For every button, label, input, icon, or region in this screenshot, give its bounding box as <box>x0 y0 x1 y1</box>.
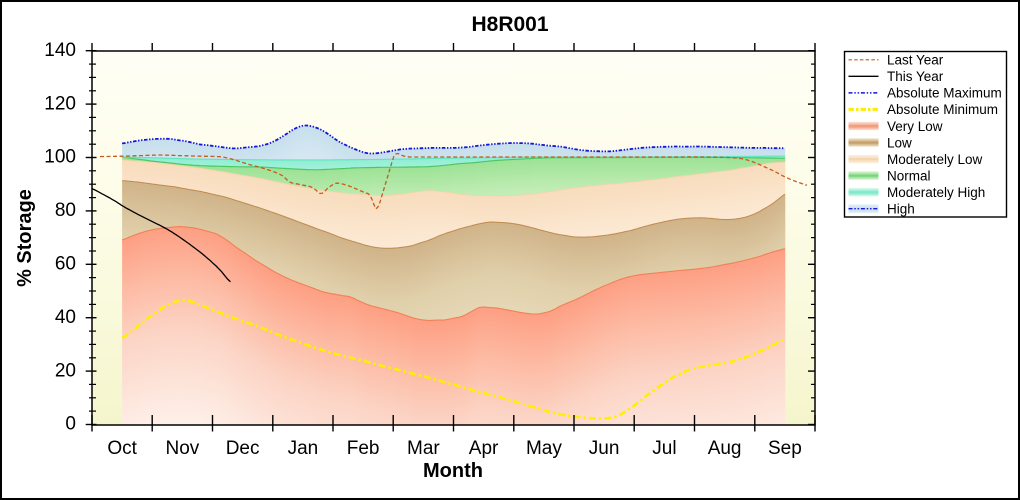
svg-text:40: 40 <box>55 307 76 328</box>
svg-text:100: 100 <box>44 147 76 168</box>
svg-text:May: May <box>526 438 562 459</box>
svg-text:Aug: Aug <box>708 438 742 459</box>
svg-text:Nov: Nov <box>166 438 200 459</box>
svg-text:20: 20 <box>55 360 76 381</box>
svg-text:Mar: Mar <box>407 438 440 459</box>
svg-text:Low: Low <box>887 135 912 150</box>
svg-text:Moderately High: Moderately High <box>887 185 985 200</box>
svg-text:Apr: Apr <box>469 438 499 459</box>
svg-text:High: High <box>887 202 915 217</box>
svg-text:0: 0 <box>65 414 76 435</box>
svg-text:120: 120 <box>44 93 76 114</box>
svg-text:Jul: Jul <box>652 438 676 459</box>
svg-text:Oct: Oct <box>107 438 137 459</box>
svg-text:60: 60 <box>55 254 76 275</box>
svg-text:Dec: Dec <box>226 438 260 459</box>
svg-text:Absolute Maximum: Absolute Maximum <box>887 86 1002 101</box>
svg-text:Feb: Feb <box>347 438 380 459</box>
svg-text:80: 80 <box>55 200 76 221</box>
svg-text:H8R001: H8R001 <box>471 13 548 36</box>
svg-text:Normal: Normal <box>887 168 931 183</box>
svg-text:Month: Month <box>423 460 483 482</box>
svg-text:Sep: Sep <box>768 438 802 459</box>
svg-text:% Storage: % Storage <box>14 189 36 287</box>
svg-text:Jun: Jun <box>589 438 620 459</box>
svg-text:140: 140 <box>44 40 76 61</box>
svg-text:Jan: Jan <box>288 438 319 459</box>
svg-text:Last Year: Last Year <box>887 53 944 68</box>
svg-text:Moderately Low: Moderately Low <box>887 152 983 167</box>
svg-text:Very Low: Very Low <box>887 119 943 134</box>
svg-text:This Year: This Year <box>887 69 944 84</box>
svg-text:Absolute Minimum: Absolute Minimum <box>887 102 998 117</box>
